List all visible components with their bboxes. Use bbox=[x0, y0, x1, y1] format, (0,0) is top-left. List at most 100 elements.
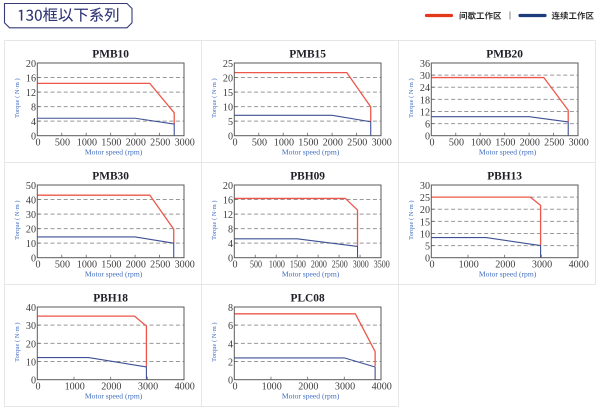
svg-text:3500: 3500 bbox=[374, 260, 390, 271]
svg-text:1500: 1500 bbox=[290, 260, 306, 271]
svg-text:8: 8 bbox=[228, 225, 233, 236]
svg-text:Motor speed (rpm): Motor speed (rpm) bbox=[85, 392, 143, 401]
svg-text:Motor speed (rpm): Motor speed (rpm) bbox=[282, 270, 340, 279]
svg-text:4: 4 bbox=[228, 339, 233, 350]
svg-text:2: 2 bbox=[228, 358, 233, 369]
svg-text:1500: 1500 bbox=[101, 260, 121, 271]
svg-text:0: 0 bbox=[232, 138, 237, 149]
svg-text:Torque ( N·m ): Torque ( N·m ) bbox=[14, 78, 21, 117]
svg-text:Torque ( N·m ): Torque ( N·m ) bbox=[14, 322, 21, 361]
svg-text:18: 18 bbox=[420, 95, 430, 106]
svg-text:0: 0 bbox=[31, 132, 36, 143]
svg-text:0: 0 bbox=[425, 132, 430, 143]
svg-text:3000: 3000 bbox=[175, 260, 195, 271]
svg-text:500: 500 bbox=[449, 138, 464, 149]
svg-text:25: 25 bbox=[420, 193, 430, 204]
svg-text:0: 0 bbox=[31, 376, 36, 387]
svg-text:4: 4 bbox=[31, 117, 36, 128]
svg-text:3000: 3000 bbox=[175, 138, 195, 149]
svg-text:16: 16 bbox=[223, 196, 233, 207]
svg-text:3000: 3000 bbox=[138, 382, 158, 393]
svg-text:40: 40 bbox=[26, 196, 36, 207]
svg-text:500: 500 bbox=[55, 138, 70, 149]
svg-text:30: 30 bbox=[420, 181, 430, 192]
svg-text:Torque ( N·m ): Torque ( N·m ) bbox=[211, 78, 218, 117]
svg-text:20: 20 bbox=[420, 205, 430, 216]
svg-text:500: 500 bbox=[252, 138, 267, 149]
svg-text:10: 10 bbox=[420, 229, 430, 240]
svg-text:0: 0 bbox=[232, 260, 237, 271]
svg-text:PMB30: PMB30 bbox=[92, 171, 129, 183]
svg-text:PMB15: PMB15 bbox=[289, 49, 326, 61]
svg-text:50: 50 bbox=[26, 181, 36, 192]
svg-text:2000: 2000 bbox=[311, 260, 327, 271]
svg-text:25: 25 bbox=[223, 59, 233, 70]
svg-text:4000: 4000 bbox=[569, 260, 589, 271]
svg-text:Torque ( N·m ): Torque ( N·m ) bbox=[408, 78, 415, 117]
svg-text:10: 10 bbox=[26, 358, 36, 369]
svg-text:10: 10 bbox=[223, 103, 233, 114]
svg-text:1000: 1000 bbox=[77, 138, 97, 149]
svg-text:2000: 2000 bbox=[101, 382, 121, 393]
svg-text:20: 20 bbox=[26, 225, 36, 236]
svg-text:PBH09: PBH09 bbox=[290, 171, 325, 183]
svg-text:1000: 1000 bbox=[274, 138, 294, 149]
svg-text:30: 30 bbox=[26, 321, 36, 332]
svg-text:Torque ( N·m ): Torque ( N·m ) bbox=[211, 322, 218, 361]
svg-text:500: 500 bbox=[55, 260, 70, 271]
svg-text:0: 0 bbox=[228, 254, 233, 265]
svg-text:3000: 3000 bbox=[372, 138, 392, 149]
svg-text:0: 0 bbox=[35, 382, 40, 393]
svg-text:1000: 1000 bbox=[77, 260, 97, 271]
svg-text:PBH18: PBH18 bbox=[93, 293, 128, 305]
svg-text:Motor speed (rpm): Motor speed (rpm) bbox=[282, 392, 340, 401]
svg-text:16: 16 bbox=[26, 74, 36, 85]
svg-text:2000: 2000 bbox=[298, 382, 318, 393]
svg-text:20: 20 bbox=[26, 59, 36, 70]
svg-text:Torque ( N·m ): Torque ( N·m ) bbox=[14, 200, 21, 239]
svg-text:40: 40 bbox=[26, 303, 36, 314]
svg-text:Motor speed (rpm): Motor speed (rpm) bbox=[85, 270, 143, 279]
svg-text:PLC08: PLC08 bbox=[291, 293, 325, 305]
svg-text:2500: 2500 bbox=[150, 260, 170, 271]
svg-text:2000: 2000 bbox=[126, 138, 146, 149]
svg-text:0: 0 bbox=[429, 138, 434, 149]
svg-text:0: 0 bbox=[429, 260, 434, 271]
svg-text:Motor speed (rpm): Motor speed (rpm) bbox=[282, 148, 340, 157]
svg-text:1000: 1000 bbox=[65, 382, 85, 393]
svg-text:1000: 1000 bbox=[262, 382, 282, 393]
svg-text:4000: 4000 bbox=[175, 382, 195, 393]
svg-text:2000: 2000 bbox=[323, 138, 343, 149]
svg-text:1000: 1000 bbox=[471, 138, 491, 149]
svg-text:1500: 1500 bbox=[101, 138, 121, 149]
svg-text:15: 15 bbox=[223, 88, 233, 99]
svg-text:6: 6 bbox=[425, 120, 430, 131]
svg-text:Motor speed (rpm): Motor speed (rpm) bbox=[479, 148, 537, 157]
svg-text:0: 0 bbox=[35, 138, 40, 149]
svg-text:0: 0 bbox=[35, 260, 40, 271]
svg-text:8: 8 bbox=[31, 103, 36, 114]
svg-text:Motor speed (rpm): Motor speed (rpm) bbox=[479, 270, 537, 279]
svg-text:12: 12 bbox=[26, 88, 36, 99]
svg-text:Torque ( N·m ): Torque ( N·m ) bbox=[211, 200, 218, 239]
svg-text:2500: 2500 bbox=[347, 138, 367, 149]
svg-text:2000: 2000 bbox=[126, 260, 146, 271]
svg-text:2000: 2000 bbox=[520, 138, 540, 149]
svg-text:2000: 2000 bbox=[495, 260, 515, 271]
svg-text:0: 0 bbox=[31, 254, 36, 265]
svg-text:2500: 2500 bbox=[544, 138, 564, 149]
svg-text:36: 36 bbox=[420, 59, 430, 70]
svg-text:6: 6 bbox=[228, 321, 233, 332]
svg-text:4: 4 bbox=[228, 239, 233, 250]
svg-text:3000: 3000 bbox=[335, 382, 355, 393]
svg-text:30: 30 bbox=[26, 210, 36, 221]
svg-text:10: 10 bbox=[26, 239, 36, 250]
svg-text:20: 20 bbox=[26, 339, 36, 350]
svg-text:12: 12 bbox=[223, 210, 233, 221]
svg-text:5: 5 bbox=[228, 117, 233, 128]
svg-text:3000: 3000 bbox=[569, 138, 589, 149]
svg-text:500: 500 bbox=[250, 260, 262, 271]
svg-text:24: 24 bbox=[420, 83, 430, 94]
svg-text:1500: 1500 bbox=[495, 138, 515, 149]
svg-text:PMB10: PMB10 bbox=[92, 49, 129, 61]
